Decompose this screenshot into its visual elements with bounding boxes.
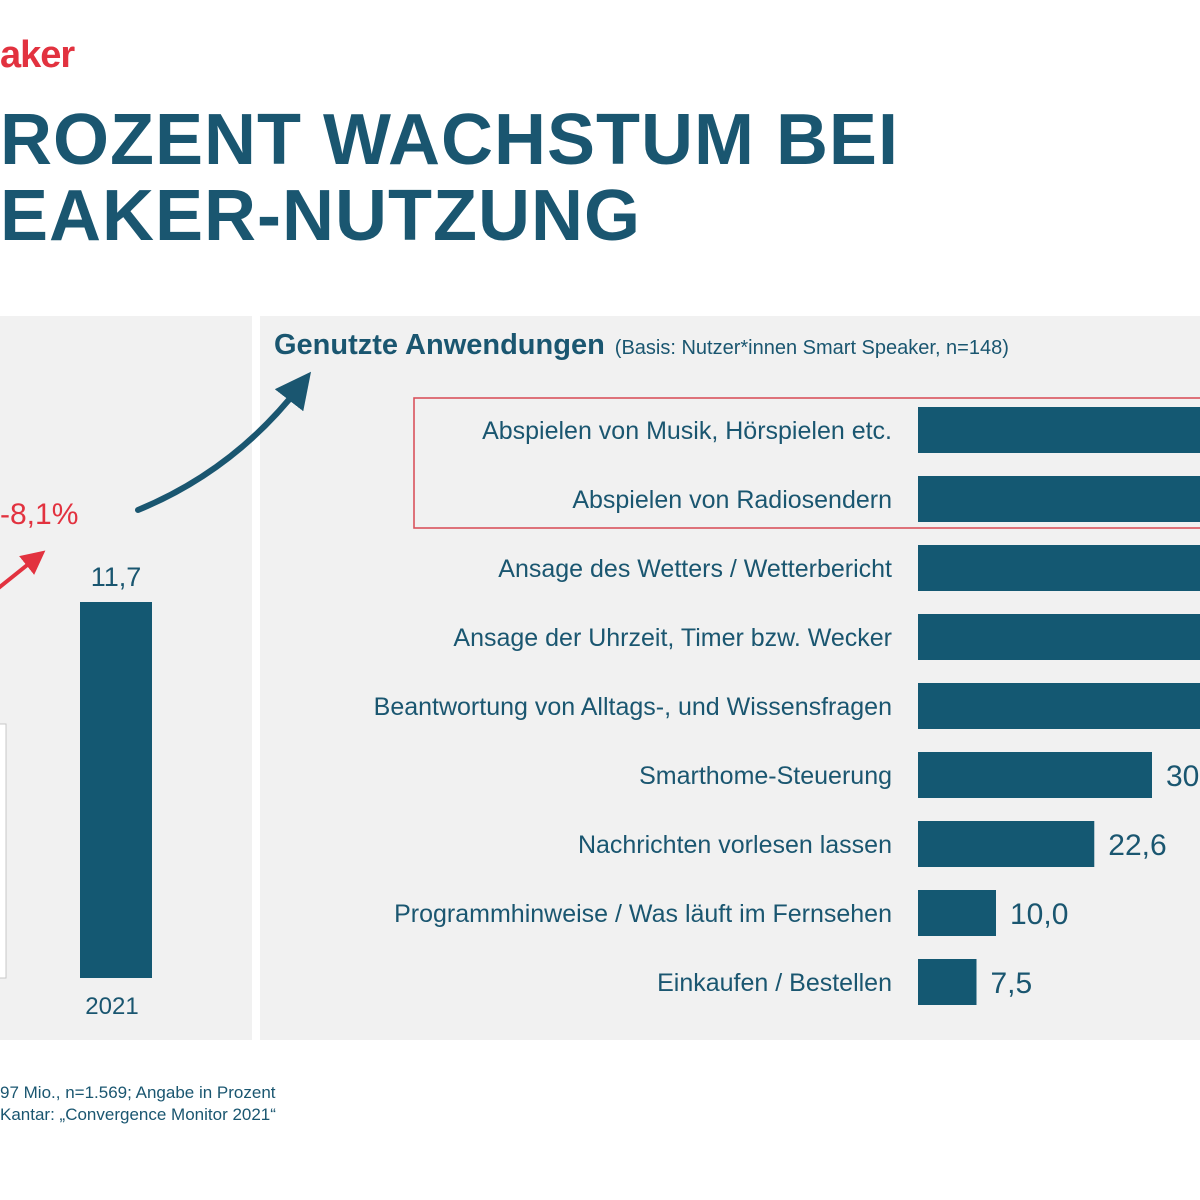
bar-value-label-2021: 11,7 [91, 562, 142, 592]
bar-value-label: 7,5 [991, 967, 1033, 1000]
bar-value-label: 22,6 [1108, 829, 1166, 862]
bar-4 [918, 614, 1200, 660]
footnote-basis: 97 Mio., n=1.569; Angabe in Prozent [0, 1083, 276, 1102]
bar-8 [918, 890, 996, 936]
category-label: Einkaufen / Bestellen [657, 969, 892, 997]
bar-9 [918, 959, 977, 1005]
headline-line-1: ROZENT WACHSTUM BEI [0, 100, 899, 180]
chart-title: Genutzte Anwendungen (Basis: Nutzer*innen… [274, 329, 1009, 361]
chart-subtitle: (Basis: Nutzer*innen Smart Speaker, n=14… [615, 337, 1009, 359]
bar-1 [918, 407, 1200, 453]
category-label: Nachrichten vorlesen lassen [578, 831, 892, 859]
bar-value-label: 10,0 [1010, 898, 1068, 931]
brand-logo-text: aker [0, 34, 75, 76]
growth-arrow-icon [0, 550, 46, 590]
category-label: Programmhinweise / Was läuft im Fernsehe… [394, 900, 892, 928]
bar-7 [918, 821, 1095, 867]
bar-2 [918, 476, 1200, 522]
category-label: Ansage des Wetters / Wetterbericht [498, 555, 892, 583]
chart-title-main: Genutzte Anwendungen [274, 329, 605, 361]
bar-6 [918, 752, 1152, 798]
growth-percentage-label: -8,1% [0, 498, 78, 531]
category-label: Ansage der Uhrzeit, Timer bzw. Wecker [453, 624, 892, 652]
category-label: Beantwortung von Alltags-, und Wissensfr… [374, 693, 892, 721]
curved-arrow-icon [135, 371, 312, 513]
bar-previous-year-partial [0, 723, 7, 979]
bar-5 [918, 683, 1200, 729]
headline-line-2: EAKER-NUTZUNG [0, 176, 641, 256]
category-label: Abspielen von Musik, Hörspielen etc. [482, 417, 892, 445]
bar-year-2021 [80, 602, 152, 978]
x-tick-label-2021: 2021 [85, 993, 138, 1020]
category-label: Smarthome-Steuerung [639, 762, 892, 790]
category-label: Abspielen von Radiosendern [572, 486, 892, 514]
highlight-box [413, 397, 1200, 529]
bar-value-label: 30 [1166, 760, 1199, 793]
bar-3 [918, 545, 1200, 591]
footnote-source: Kantar: „Convergence Monitor 2021“ [0, 1105, 276, 1124]
